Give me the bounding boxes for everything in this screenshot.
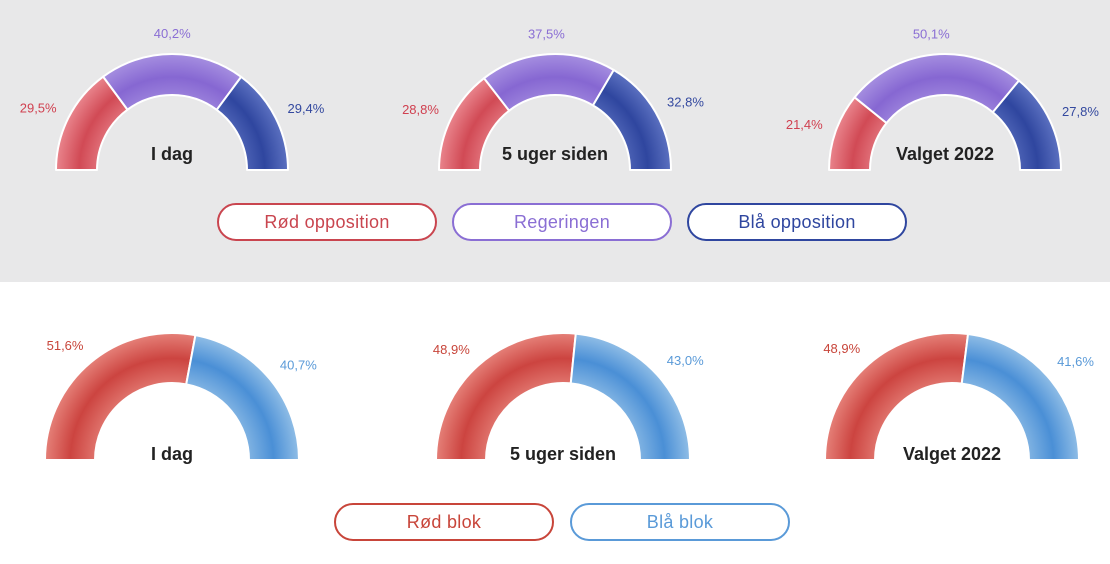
gauge-center-label: 5 uger siden <box>502 144 608 164</box>
gauge-segment-rod-opposition-value-label: 21,4% <box>786 117 823 132</box>
gauge-bottom-i-dag: 51,6% 40,7% I dag <box>44 332 317 464</box>
gauge-segment-rod-opposition-value-label: 28,8% <box>402 102 439 117</box>
gauge-center-label: I dag <box>151 444 193 464</box>
gauge-center-label: I dag <box>151 144 193 164</box>
gauge-segment-rod-blok <box>435 332 577 461</box>
gauge-center-label: Valget 2022 <box>896 144 994 164</box>
gauge-segment-bla-opposition-value-label: 27,8% <box>1062 104 1099 119</box>
gauge-segment-rod-blok <box>44 332 197 461</box>
gauge-segment-bla-opposition-value-label: 32,8% <box>667 94 704 109</box>
gauge-segment-rod-blok-value-label: 48,9% <box>823 341 860 356</box>
gauge-segment-regeringen-value-label: 50,1% <box>913 27 950 42</box>
legend-bla-opposition[interactable]: Blå opposition <box>687 203 907 241</box>
gauge-segment-rod-blok-value-label: 51,6% <box>47 338 84 353</box>
gauge-segment-bla-blok-value-label: 41,6% <box>1057 354 1094 369</box>
legend-regeringen[interactable]: Regeringen <box>452 203 672 241</box>
legend-bla-blok[interactable]: Blå blok <box>570 503 790 541</box>
gauge-segment-rod-blok <box>824 332 970 461</box>
gauge-segment-bla-opposition <box>991 79 1062 171</box>
gauge-segment-bla-blok-value-label: 43,0% <box>667 353 704 368</box>
gauge-center-label: 5 uger siden <box>510 444 616 464</box>
gauge-top-valget-2022: 21,4% 50,1% 27,8% Valget 2022 <box>786 27 1099 171</box>
gauge-center-label: Valget 2022 <box>903 444 1001 464</box>
gauge-segment-bla-opposition <box>215 75 289 171</box>
gauge-bottom-valget-2022: 48,9% 41,6% Valget 2022 <box>823 332 1094 464</box>
gauge-top-i-dag: 29,5% 40,2% 29,4% I dag <box>20 26 325 171</box>
gauge-segment-rod-blok-value-label: 48,9% <box>433 342 470 357</box>
gauge-segment-regeringen-value-label: 40,2% <box>154 26 191 41</box>
gauge-segment-bla-blok <box>960 333 1080 461</box>
legend-rod-opposition[interactable]: Rød opposition <box>217 203 437 241</box>
gauge-segment-regeringen <box>102 53 243 111</box>
gauge-segment-bla-opposition-value-label: 29,4% <box>287 101 324 116</box>
legend-rod-blok[interactable]: Rød blok <box>334 503 554 541</box>
gauge-segment-bla-blok <box>185 334 300 461</box>
bottom-panel: 51,6% 40,7% I dag 48,9% 43,0% 5 uger siden 4… <box>0 282 1110 564</box>
gauge-segment-bla-opposition <box>591 68 672 171</box>
gauge-bottom-5-uger-siden: 48,9% 43,0% 5 uger siden <box>433 332 704 464</box>
gauge-segment-bla-blok-value-label: 40,7% <box>280 357 317 372</box>
gauge-top-5-uger-siden: 28,8% 37,5% 32,8% 5 uger siden <box>402 26 704 171</box>
top-panel: 29,5% 40,2% 29,4% I dag 28,8% 37,5% 32,8% 5 ug… <box>0 0 1110 282</box>
gauge-segment-bla-blok <box>569 332 691 461</box>
gauge-segment-rod-opposition-value-label: 29,5% <box>20 101 57 116</box>
gauge-segment-regeringen-value-label: 37,5% <box>528 26 565 41</box>
